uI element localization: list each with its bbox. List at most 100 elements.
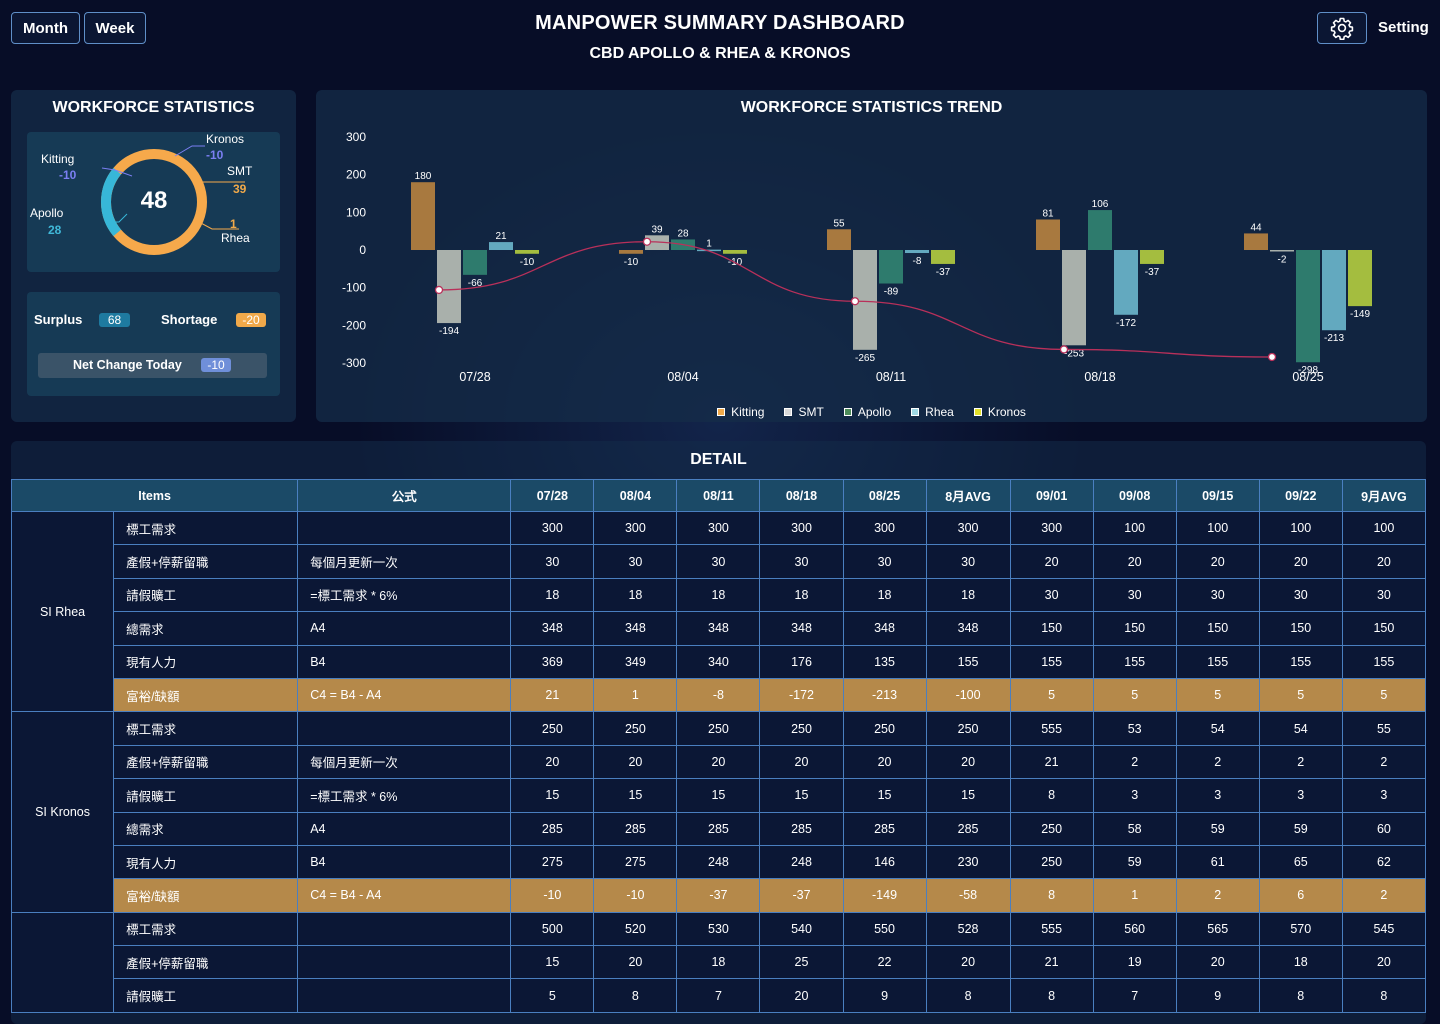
value-cell: 348	[842, 611, 927, 646]
item-cell: 請假曠工	[113, 978, 299, 1013]
value-cell: 230	[925, 844, 1011, 880]
value-cell: 285	[925, 811, 1011, 846]
bar-data-label: -213	[1324, 333, 1344, 344]
bar-smt	[1270, 250, 1294, 252]
value-cell: 150	[1341, 611, 1427, 646]
trend-line-point	[642, 237, 652, 246]
bar-kronos	[931, 250, 955, 264]
value-cell: -10	[593, 878, 678, 913]
value-cell: 248	[676, 844, 761, 880]
item-cell: 現有人力	[113, 644, 299, 679]
value-cell: 30	[1341, 577, 1427, 613]
column-header: 07/28	[510, 479, 595, 512]
bar-data-label: -10	[624, 257, 639, 268]
formula-cell: C4 = B4 - A4	[297, 677, 512, 713]
table-row: 請假曠工 5 8 7 20 9 8 8 7 9 8 8	[12, 978, 1427, 1013]
bar-data-label: -265	[855, 353, 875, 364]
value-cell: 565	[1175, 911, 1260, 947]
bar-rhea	[905, 250, 929, 254]
legend-item[interactable]: Kitting	[717, 405, 764, 419]
net-change-badge: -10	[201, 358, 231, 372]
legend-item[interactable]: SMT	[784, 405, 824, 419]
value-cell: 54	[1258, 711, 1343, 746]
item-cell: 富裕/缺額	[113, 677, 299, 713]
value-cell: 150	[1175, 611, 1260, 646]
rhea-label: Rhea	[221, 231, 250, 245]
bar-data-label: -149	[1350, 309, 1370, 320]
bar-rhea	[489, 242, 513, 250]
item-cell: 產假+停薪留職	[113, 945, 299, 980]
legend-swatch	[784, 408, 793, 416]
value-cell: 5	[1175, 677, 1260, 713]
kitting-value: -10	[59, 168, 77, 182]
kronos-label: Kronos	[206, 132, 245, 146]
value-cell: 21	[1009, 744, 1094, 780]
value-cell: 300	[510, 510, 595, 546]
value-cell: 9	[842, 978, 927, 1013]
table-row: SI Kronos 標工需求 250 250 250 250 250 250 555 53 54 54…	[10, 711, 1427, 913]
month-tab[interactable]: Month	[11, 12, 80, 44]
legend-item[interactable]: Kronos	[973, 405, 1026, 419]
formula-cell	[297, 510, 512, 546]
table-row: 現有人力 B4 369 349 340 176 135 155 155 155 155 155 155	[12, 644, 1427, 679]
value-cell: 300	[676, 510, 761, 546]
column-header: 08/25	[842, 479, 927, 512]
setting-label[interactable]: Setting	[1378, 19, 1429, 36]
week-tab[interactable]: Week	[84, 12, 146, 44]
value-cell: 275	[510, 844, 595, 880]
value-cell: 155	[925, 644, 1011, 679]
value-cell: 348	[925, 611, 1011, 646]
value-cell: 250	[842, 711, 927, 746]
value-cell: 250	[759, 711, 844, 746]
value-cell: 300	[1009, 510, 1094, 546]
value-cell: -58	[925, 878, 1011, 913]
y-tick-label: -100	[342, 281, 366, 295]
legend-label: Apollo	[857, 405, 892, 419]
bar-data-label: 21	[495, 231, 507, 242]
item-cell: 總需求	[113, 811, 299, 846]
formula-cell: A4	[297, 811, 512, 846]
table-row: 產假+停薪留職 每個月更新一次 30 30 30 30 30 30 20 20 20 20 20	[12, 544, 1427, 579]
value-cell: 6	[1258, 878, 1343, 913]
smt-label: SMT	[227, 164, 253, 178]
bar-kronos	[723, 250, 747, 254]
formula-cell	[297, 945, 512, 980]
net-change-label: Net Change Today	[73, 358, 182, 372]
apollo-value: 28	[48, 223, 62, 237]
bar-data-label: -194	[439, 326, 459, 337]
value-cell: 3	[1092, 778, 1177, 813]
value-cell: 100	[1258, 510, 1343, 546]
legend-label: Rhea	[925, 405, 954, 419]
page-subtitle: CBD APOLLO & RHEA & KRONOS	[589, 45, 851, 62]
legend-item[interactable]: Apollo	[843, 405, 892, 419]
value-cell: 340	[676, 644, 761, 679]
y-tick-label: 100	[346, 205, 366, 219]
settings-button[interactable]	[1317, 12, 1367, 44]
value-cell: 5	[510, 978, 595, 1013]
value-cell: 15	[593, 778, 678, 813]
value-cell: 20	[593, 744, 678, 780]
value-cell: 285	[842, 811, 927, 846]
value-cell: 2	[1175, 878, 1260, 913]
column-header: Items	[10, 479, 299, 512]
value-cell: 8	[593, 978, 678, 1013]
value-cell: 2	[1341, 878, 1427, 913]
value-cell: 15	[676, 778, 761, 813]
chart-legend: Kitting SMT Apollo Rhea Kronos	[316, 405, 1427, 419]
column-header: 公式	[297, 479, 512, 512]
value-cell: 528	[925, 911, 1011, 947]
value-cell: 62	[1341, 844, 1427, 880]
value-cell: 8	[1009, 878, 1094, 913]
value-cell: 21	[1009, 945, 1094, 980]
value-cell: 30	[1175, 577, 1260, 613]
value-cell: 2	[1092, 744, 1177, 780]
table-row: 產假+停薪留職 每個月更新一次 20 20 20 20 20 20 21 2 2 2 2	[12, 744, 1427, 780]
legend-item[interactable]: Rhea	[911, 405, 954, 419]
bar-data-label: -37	[1145, 267, 1160, 278]
value-cell: 275	[593, 844, 678, 880]
item-cell: 請假曠工	[113, 778, 299, 813]
surplus-label: Surplus	[34, 312, 83, 327]
value-cell: -8	[676, 677, 761, 713]
bar-apollo	[1296, 250, 1320, 363]
trend-line-point	[1267, 352, 1277, 362]
